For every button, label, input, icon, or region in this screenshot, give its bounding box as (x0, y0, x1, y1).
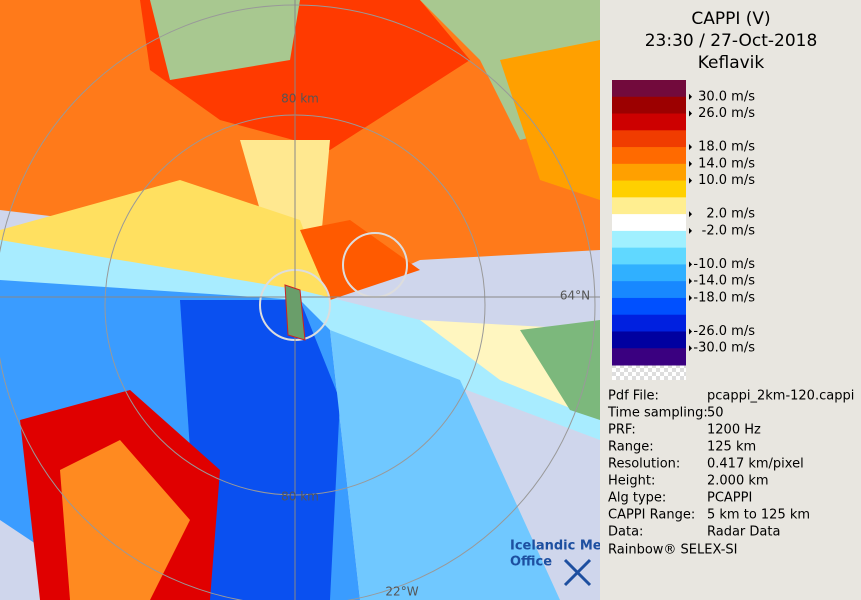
info-label: Data: (608, 525, 643, 540)
logo-text: Icelandic Met (510, 539, 608, 554)
info-value: 2.000 km (707, 474, 769, 489)
legend-swatch (612, 163, 686, 182)
legend-tick (689, 93, 692, 100)
legend-swatch (612, 214, 686, 232)
legend-swatch (612, 147, 686, 165)
ring-label: 80 km (281, 92, 319, 106)
legend-swatch (612, 96, 686, 115)
info-label: Alg type: (608, 491, 666, 506)
legend-tick (689, 160, 692, 167)
info-value: 5 km to 125 km (707, 508, 810, 523)
legend-tick (689, 294, 692, 301)
footer: Rainbow® SELEX-SI (608, 543, 738, 558)
info-value: 125 km (707, 440, 756, 455)
info-value: Radar Data (707, 525, 780, 540)
legend-label: -10.0 m/s (693, 257, 755, 272)
info-label: PRF: (608, 423, 636, 438)
info-label: Height: (608, 474, 655, 489)
legend-nodata (612, 365, 686, 380)
legend-label: -26.0 m/s (693, 324, 755, 339)
info: Pdf File: pcappi_2km-120.cappi Time sampli… (607, 389, 854, 558)
legend-label: -14.0 m/s (693, 274, 755, 289)
info-label: Time sampling: (607, 406, 708, 421)
legend-tick (689, 345, 692, 352)
legend-tick (689, 110, 692, 117)
info-value: pcappi_2km-120.cappi (707, 389, 854, 404)
legend-label: 30.0 m/s (698, 89, 755, 104)
legend-swatch (612, 331, 686, 349)
legend-label: 14.0 m/s (698, 156, 755, 171)
legend-label: 10.0 m/s (698, 173, 755, 188)
legend-tick (689, 211, 692, 218)
legend-label: -18.0 m/s (693, 290, 755, 305)
info-label: Range: (608, 440, 654, 455)
legend-label: -30.0 m/s (693, 341, 755, 356)
info-label: CAPPI Range: (608, 508, 695, 523)
legend-swatch (612, 230, 686, 249)
ring-label: 80 km (281, 490, 319, 504)
legend-label: 18.0 m/s (698, 140, 755, 155)
lon-label: 22°W (385, 585, 418, 599)
legend-tick (689, 177, 692, 184)
legend-swatch (612, 281, 686, 299)
time: 23:30 / 27-Oct-2018 (645, 31, 818, 51)
legend-swatch (612, 264, 686, 282)
legend-swatch (612, 197, 686, 215)
radar-image: 80 km 80 km 64°N 22°W Icelandic Met Offi… (0, 0, 608, 600)
site: Keflavik (698, 53, 765, 73)
legend-swatch (612, 130, 686, 148)
legend-swatch (612, 348, 686, 366)
info-label: Resolution: (608, 457, 680, 472)
legend-tick (689, 328, 692, 335)
info-value: PCAPPI (707, 491, 752, 506)
legend-swatch (612, 113, 686, 131)
info-value: 0.417 km/pixel (707, 457, 804, 472)
legend-swatch (612, 80, 686, 98)
lat-label: 64°N (560, 289, 590, 303)
logo-mark (563, 558, 592, 587)
legend-tick (689, 144, 692, 151)
title: CAPPI (V) (691, 9, 770, 29)
legend-swatch (612, 180, 686, 198)
legend-tick (689, 227, 692, 234)
legend-label: 26.0 m/s (698, 106, 755, 121)
info-value: 1200 Hz (707, 423, 761, 438)
legend-swatch (612, 247, 686, 265)
info-label: Pdf File: (608, 389, 659, 404)
legend-tick (689, 278, 692, 285)
legend-label: -2.0 m/s (702, 223, 756, 238)
legend-swatch (612, 297, 686, 316)
legend-label: 2.0 m/s (706, 207, 755, 222)
legend: 30.0 m/s 26.0 m/s 18.0 m/s14.0 m/s 10.0 m/s… (612, 80, 755, 366)
legend-tick (689, 261, 692, 268)
legend-swatch (612, 314, 686, 332)
logo-text: Office (510, 555, 552, 570)
info-value: 50 (707, 406, 724, 421)
